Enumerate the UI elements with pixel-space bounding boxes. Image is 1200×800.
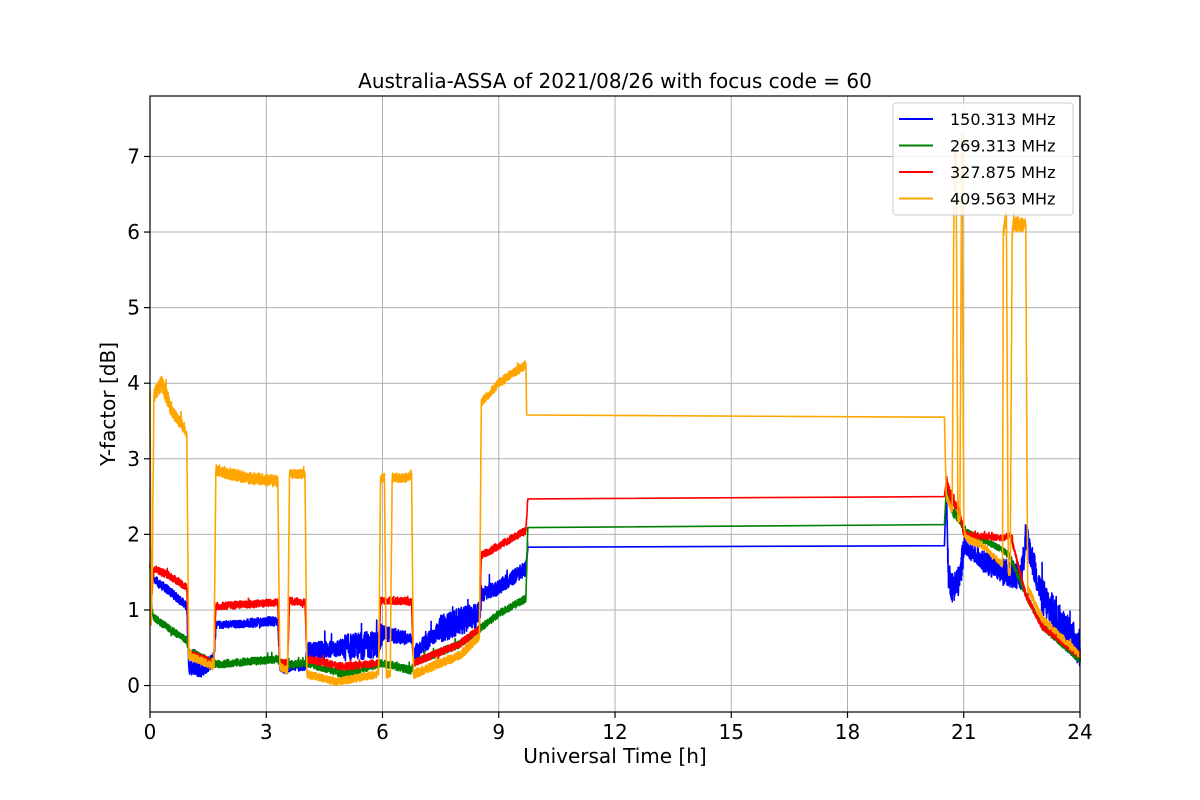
x-tick-label: 24	[1067, 720, 1092, 744]
y-tick-label: 4	[127, 371, 140, 395]
legend-label: 409.563 MHz	[950, 190, 1055, 209]
series-line	[149, 133, 1081, 687]
x-axis-label: Universal Time [h]	[523, 744, 706, 768]
x-tick-label: 6	[376, 720, 389, 744]
x-tick-label: 21	[951, 720, 976, 744]
y-tick-label: 3	[127, 447, 140, 471]
legend-box	[892, 102, 1074, 216]
x-tick-label: 3	[260, 720, 273, 744]
legend-label: 269.313 MHz	[950, 137, 1055, 156]
x-tick-label: 0	[144, 720, 157, 744]
y-tick-label: 5	[127, 296, 140, 320]
legend-label: 150.313 MHz	[950, 110, 1055, 129]
series-line	[149, 487, 1081, 679]
series-line	[149, 476, 1081, 671]
y-tick-label: 7	[127, 144, 140, 168]
y-axis-label: Y-factor [dB]	[96, 342, 120, 467]
x-tick-label: 18	[835, 720, 860, 744]
y-tick-label: 2	[127, 522, 140, 546]
series-line	[149, 488, 1081, 678]
chart-title: Australia-ASSA of 2021/08/26 with focus …	[358, 69, 872, 93]
y-tick-label: 1	[127, 598, 140, 622]
x-tick-label: 15	[719, 720, 744, 744]
legend: 150.313 MHz 269.313 MHz 327.875 MHz 409.563…	[892, 102, 1074, 216]
y-tick-label: 0	[127, 674, 140, 698]
y-tick-label: 6	[127, 220, 140, 244]
legend-label: 327.875 MHz	[950, 163, 1055, 182]
legend-entries: 150.313 MHz 269.313 MHz 327.875 MHz 409.563…	[899, 110, 1055, 209]
series-layer	[149, 133, 1081, 687]
x-tick-label: 12	[602, 720, 627, 744]
x-tick-label: 9	[492, 720, 505, 744]
